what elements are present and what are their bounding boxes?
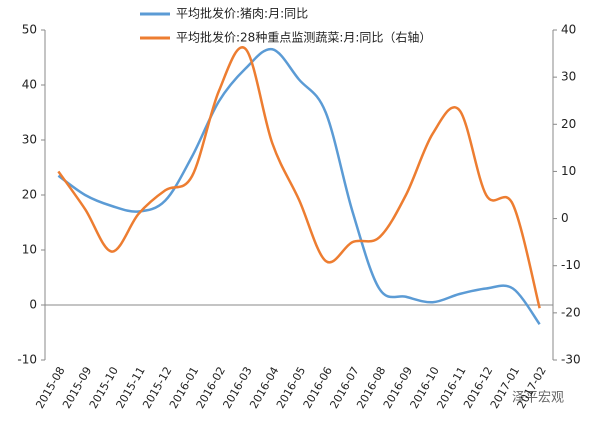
y-tick-label: 10 [22, 243, 37, 257]
legend-label: 平均批发价:28种重点监测蔬菜:月:同比（右轴） [176, 30, 431, 45]
y2-tick-label: 0 [561, 211, 569, 225]
series-line [57, 46, 541, 309]
y2-tick-label: -10 [561, 258, 581, 272]
y-tick-label: 40 [22, 78, 37, 92]
y2-tick-label: 10 [561, 164, 576, 178]
watermark: 泽平宏观 [512, 391, 564, 406]
y2-tick-label: -20 [561, 305, 581, 319]
y2-tick-label: -30 [561, 353, 581, 367]
series-line [57, 47, 541, 325]
legend-label: 平均批发价:猪肉:月:同比 [176, 6, 308, 21]
y-tick-label: 20 [22, 188, 37, 202]
y2-tick-label: 20 [561, 117, 576, 131]
y-tick-label: -10 [17, 353, 37, 367]
y-tick-label: 30 [22, 133, 37, 147]
y-tick-label: 50 [22, 23, 37, 37]
y2-tick-label: 30 [561, 70, 576, 84]
y-tick-label: 0 [29, 298, 37, 312]
y2-tick-label: 40 [561, 23, 576, 37]
